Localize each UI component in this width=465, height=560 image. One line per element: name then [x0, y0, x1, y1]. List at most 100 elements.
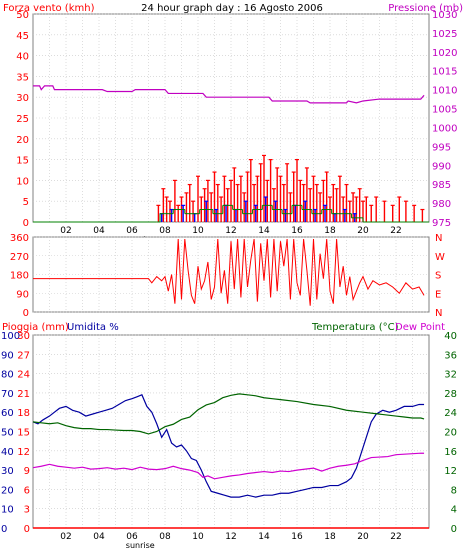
- pressure-y-tick-label: 1030: [432, 10, 457, 21]
- x-tick-label: 08: [159, 226, 171, 236]
- wind-y-tick-label: 35: [16, 72, 29, 83]
- wind-pressure-panel: 0510152025303540455097598098599099510001…: [16, 10, 457, 244]
- direction-compass-label: N: [435, 308, 442, 319]
- wind-y-tick-label: 50: [16, 10, 29, 21]
- temperature-line: [32, 393, 425, 435]
- x-tick-label: 20: [357, 532, 369, 542]
- direction-y-tick-label: 360: [10, 233, 29, 244]
- humidity-y-tick-label: 0: [1, 524, 7, 535]
- pressure-y-tick-label: 1010: [432, 86, 457, 97]
- pressure-y-tick-label: 1000: [432, 123, 457, 134]
- direction-compass-label: E: [435, 289, 441, 300]
- x-tick-label: 16: [291, 226, 303, 236]
- rain-y-tick-label: 30: [17, 331, 30, 342]
- x-tick-label: 14: [258, 226, 270, 236]
- temperature-y-tick-label: 16: [444, 447, 457, 458]
- direction-compass-label: W: [435, 252, 445, 263]
- rain-humidity-temp-panel: 0102030405060708090100036912151821242730…: [1, 331, 457, 550]
- wind-y-tick-label: 5: [23, 197, 29, 208]
- humidity-y-tick-label: 50: [1, 428, 14, 439]
- x-tick-label: 12: [225, 532, 236, 542]
- x-tick-label: 12: [225, 226, 236, 236]
- pressure-y-tick-label: 1015: [432, 67, 457, 78]
- wind-direction-line: [33, 239, 425, 306]
- humidity-line: [32, 394, 425, 498]
- x-tick-label: 02: [60, 226, 71, 236]
- x-tick-label: 16: [291, 532, 303, 542]
- temperature-axis-title: Temperatura (°C): [311, 322, 399, 333]
- x-tick-label: 22: [390, 226, 401, 236]
- humidity-y-tick-label: 60: [1, 408, 14, 419]
- x-tick-label: 06: [126, 226, 138, 236]
- wind-y-tick-label: 45: [16, 31, 29, 42]
- wind-y-tick-label: 10: [16, 176, 29, 187]
- x-tick-label: 22: [390, 532, 401, 542]
- rain-y-tick-label: 6: [24, 485, 30, 496]
- temperature-y-tick-label: 36: [444, 350, 457, 361]
- pressure-y-tick-label: 990: [432, 161, 451, 172]
- temperature-y-tick-label: 8: [451, 485, 457, 496]
- humidity-y-tick-label: 100: [1, 331, 20, 342]
- humidity-y-tick-label: 80: [1, 370, 14, 381]
- humidity-y-tick-label: 70: [1, 389, 14, 400]
- x-tick-label: 06: [126, 532, 138, 542]
- page-title: 24 hour graph day : 16 Agosto 2006: [141, 3, 323, 14]
- wind-axis-title: Forza vento (kmh): [3, 3, 95, 14]
- direction-y-tick-label: 180: [10, 271, 29, 282]
- x-tick-label: 02: [60, 532, 71, 542]
- temperature-y-tick-label: 24: [444, 408, 457, 419]
- temperature-y-tick-label: 32: [444, 370, 457, 381]
- temperature-y-tick-label: 40: [444, 331, 457, 342]
- wind-y-tick-label: 40: [16, 52, 29, 63]
- x-tick-label: 04: [93, 532, 105, 542]
- rain-y-tick-label: 9: [24, 466, 30, 477]
- temperature-y-tick-label: 0: [451, 524, 457, 535]
- rain-y-tick-label: 0: [24, 524, 30, 535]
- pressure-y-tick-label: 1020: [432, 48, 457, 59]
- x-tick-label: 18: [324, 532, 336, 542]
- dew-point-line: [32, 452, 425, 480]
- x-tick-label: 08: [159, 532, 171, 542]
- rain-y-tick-label: 12: [17, 447, 30, 458]
- x-tick-label: 10: [192, 226, 204, 236]
- rain-y-tick-label: 3: [24, 505, 30, 516]
- pressure-line: [33, 85, 425, 104]
- rain-axis-title: Pioggia (mm): [2, 322, 69, 333]
- wind-y-tick-label: 20: [16, 135, 29, 146]
- pressure-y-tick-label: 1005: [432, 105, 457, 116]
- direction-y-tick-label: 90: [16, 289, 29, 300]
- wind-y-tick-label: 15: [16, 156, 29, 167]
- wind-y-tick-label: 25: [16, 114, 29, 125]
- pressure-y-tick-label: 985: [432, 180, 451, 191]
- wind-y-tick-label: 0: [23, 218, 29, 229]
- dew-point-axis-title: Dew Point: [395, 322, 445, 333]
- x-tick-label: 04: [93, 226, 105, 236]
- humidity-axis-title: Umidita %: [67, 322, 119, 333]
- rain-y-tick-label: 18: [17, 408, 30, 419]
- x-tick-label: 10: [192, 532, 204, 542]
- pressure-y-tick-label: 975: [432, 218, 451, 229]
- direction-y-tick-label: 0: [23, 308, 29, 319]
- direction-compass-label: S: [435, 271, 441, 282]
- x-tick-label: 20: [357, 226, 369, 236]
- temperature-y-tick-label: 28: [444, 389, 457, 400]
- humidity-y-tick-label: 90: [1, 350, 14, 361]
- rain-y-tick-label: 21: [17, 389, 30, 400]
- pressure-axis-title: Pressione (mb): [388, 3, 463, 14]
- wind-y-tick-label: 30: [16, 93, 29, 104]
- pressure-y-tick-label: 980: [432, 199, 451, 210]
- humidity-y-tick-label: 10: [1, 505, 14, 516]
- pressure-y-tick-label: 1025: [432, 29, 457, 40]
- direction-compass-label: N: [435, 233, 442, 244]
- rain-y-tick-label: 15: [17, 428, 30, 439]
- x-tick-label: 14: [258, 532, 270, 542]
- temperature-y-tick-label: 4: [451, 505, 457, 516]
- pressure-y-tick-label: 995: [432, 142, 451, 153]
- humidity-y-tick-label: 20: [1, 485, 14, 496]
- x-tick-label: 18: [324, 226, 336, 236]
- rain-y-tick-label: 24: [17, 370, 30, 381]
- direction-y-tick-label: 270: [10, 252, 29, 263]
